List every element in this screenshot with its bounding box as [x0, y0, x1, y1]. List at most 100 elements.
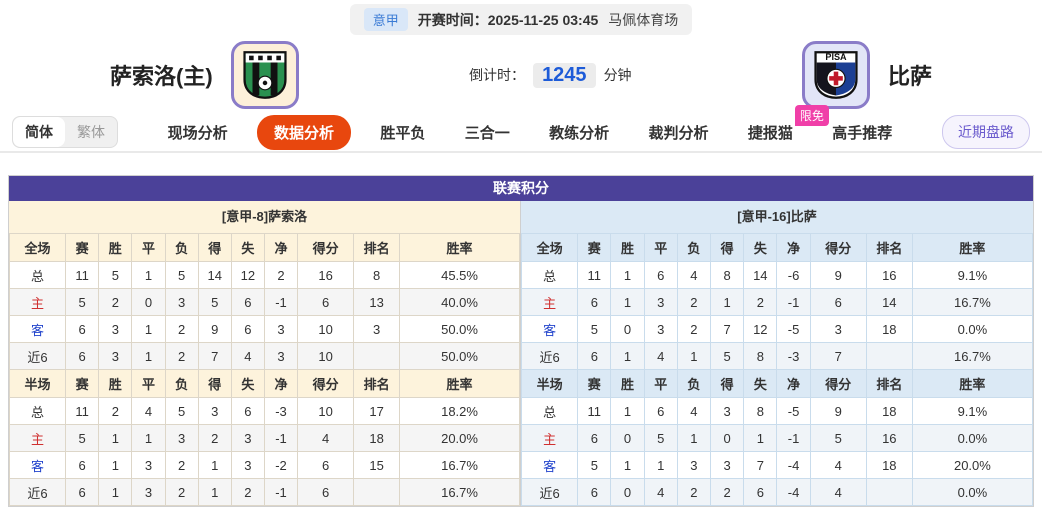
stat-cell: 2 — [710, 478, 745, 506]
column-header: 全场 — [8, 233, 67, 262]
tab-coach-analysis[interactable]: 教练分析 — [549, 124, 610, 142]
table-row: 主 5 1 1 3 2 3 -1 4 18 20.0% — [8, 424, 520, 452]
tab-data-analysis[interactable]: 数据分析 — [257, 114, 352, 150]
row-label: 总 — [520, 261, 579, 289]
recent-trends-button[interactable]: 近期盘路 — [942, 115, 1030, 149]
table-row: 总 11 5 1 5 14 12 2 16 8 45.5% — [8, 261, 520, 289]
stat-cell: 5 — [197, 288, 232, 316]
stat-cell: 2 — [164, 342, 199, 370]
stat-cell: 6 — [65, 478, 100, 506]
table-row: 近6 6 3 1 2 7 4 3 10 50.0% — [8, 342, 520, 370]
table-row: 近6 6 1 3 2 1 2 -1 6 16.7% — [8, 478, 520, 506]
stat-cell: 6 — [577, 342, 612, 370]
stat-cell: 5 — [98, 261, 133, 289]
stat-cell: 1 — [610, 288, 645, 316]
column-header: 赛 — [65, 369, 100, 398]
tab-three-in-one[interactable]: 三合一 — [464, 124, 510, 142]
row-label: 总 — [520, 397, 579, 425]
away-stats-table: 全场赛胜平负得失净得分 排名 胜率总 11 1 6 4 8 14 -6 9 16 9.1% 主 6 1 3 2 1 2… — [520, 233, 1034, 506]
stat-cell: 16 — [865, 261, 913, 289]
column-header: 得 — [710, 233, 745, 262]
stat-cell: 2 — [164, 315, 199, 343]
stat-cell: 9.1% — [911, 261, 1034, 289]
row-label: 近6 — [520, 342, 579, 370]
column-header-row: 半场赛胜平负得失净得分 排名 胜率 — [8, 369, 520, 398]
column-header: 负 — [164, 369, 199, 398]
row-label: 客 — [520, 451, 579, 479]
stat-cell: 11 — [65, 397, 100, 425]
stat-cell: 6 — [65, 342, 100, 370]
stat-cell: 2 — [743, 288, 778, 316]
tab-referee-analysis[interactable]: 裁判分析 — [648, 124, 709, 142]
stat-cell: 18 — [865, 397, 913, 425]
stat-cell — [353, 342, 401, 370]
stat-cell: 5 — [164, 261, 199, 289]
row-label: 主 — [8, 424, 67, 452]
away-stats-half: [意甲-16]比萨 全场赛胜平负得失净得分 排名 胜率总 11 1 6 4 8 14 -6 9 16 9… — [520, 201, 1034, 506]
tab-win-draw-lose[interactable]: 胜平负 — [380, 124, 426, 142]
stat-cell: 2 — [676, 288, 712, 316]
column-header: 得分 — [809, 233, 867, 262]
stat-cell: 6 — [809, 288, 867, 316]
lang-simplified-button[interactable]: 简体 — [13, 117, 65, 147]
stat-cell — [865, 478, 913, 506]
column-header: 得分 — [809, 369, 867, 398]
free-badge: 限免 — [794, 104, 829, 126]
away-subtitle: [意甲-16]比萨 — [521, 201, 1033, 233]
column-header: 全场 — [520, 233, 579, 262]
stat-cell: 16.7% — [911, 342, 1034, 370]
table-row: 总 11 2 4 5 3 6 -3 10 17 18.2% — [8, 397, 520, 425]
stat-cell: 5 — [65, 424, 100, 452]
table-row: 主 6 1 3 2 1 2 -1 6 14 16.7% — [520, 288, 1034, 316]
stat-cell: 1 — [610, 342, 645, 370]
stat-cell: 2 — [676, 478, 712, 506]
stat-cell: 1 — [98, 451, 133, 479]
stat-cell: 12 — [230, 261, 265, 289]
column-header: 排名 — [353, 369, 401, 398]
tab-jiebao-cat[interactable]: 捷报猫 限免 — [738, 104, 829, 149]
stat-cell: 3 — [353, 315, 401, 343]
tab-live-analysis[interactable]: 现场分析 — [167, 124, 228, 142]
stat-cell: 11 — [577, 397, 612, 425]
column-header: 半场 — [8, 369, 67, 398]
column-header-row: 半场赛胜平负得失净得分 排名 胜率 — [520, 369, 1034, 398]
stat-cell: 17 — [353, 397, 401, 425]
stat-cell: 5 — [164, 397, 199, 425]
league-badge: 意甲 — [363, 8, 408, 31]
stat-cell: -4 — [776, 451, 811, 479]
stat-cell: 9 — [809, 397, 867, 425]
stat-cell: 10 — [297, 315, 355, 343]
stat-cell: 4 — [809, 451, 867, 479]
stat-cell: 7 — [809, 342, 867, 370]
stat-cell: 6 — [297, 478, 355, 506]
stat-cell: 6 — [643, 261, 678, 289]
column-header: 半场 — [520, 369, 579, 398]
lang-traditional-button[interactable]: 繁体 — [77, 124, 105, 140]
column-header: 负 — [676, 369, 712, 398]
column-header: 胜率 — [399, 369, 520, 398]
stat-cell: 1 — [98, 424, 133, 452]
tab-expert-picks[interactable]: 高手推荐 — [832, 124, 893, 142]
pisa-crest-icon: PISA — [813, 50, 859, 100]
column-header: 赛 — [577, 233, 612, 262]
stat-cell: 18 — [353, 424, 401, 452]
stat-cell: -5 — [776, 397, 811, 425]
column-header: 得分 — [297, 369, 355, 398]
stat-cell: 0 — [710, 424, 745, 452]
stat-cell: 1 — [676, 424, 712, 452]
stat-cell: 2 — [164, 451, 199, 479]
stat-cell: 2 — [676, 315, 712, 343]
stat-cell: 1 — [710, 288, 745, 316]
stat-cell: 18.2% — [399, 397, 520, 425]
stat-cell: 0 — [131, 288, 166, 316]
stat-cell: 6 — [577, 424, 612, 452]
row-label: 客 — [520, 315, 579, 343]
stat-cell: 18 — [865, 451, 913, 479]
stat-cell: 5 — [710, 342, 745, 370]
stat-cell: 12 — [743, 315, 778, 343]
stat-cell: 9 — [809, 261, 867, 289]
stat-cell: 1 — [131, 424, 166, 452]
stat-cell: 3 — [230, 451, 265, 479]
kickoff-time: 开赛时间：2025-11-25 03:45 — [417, 11, 599, 28]
match-info-pill: 意甲 开赛时间：2025-11-25 03:45 马佩体育场 — [349, 4, 693, 35]
